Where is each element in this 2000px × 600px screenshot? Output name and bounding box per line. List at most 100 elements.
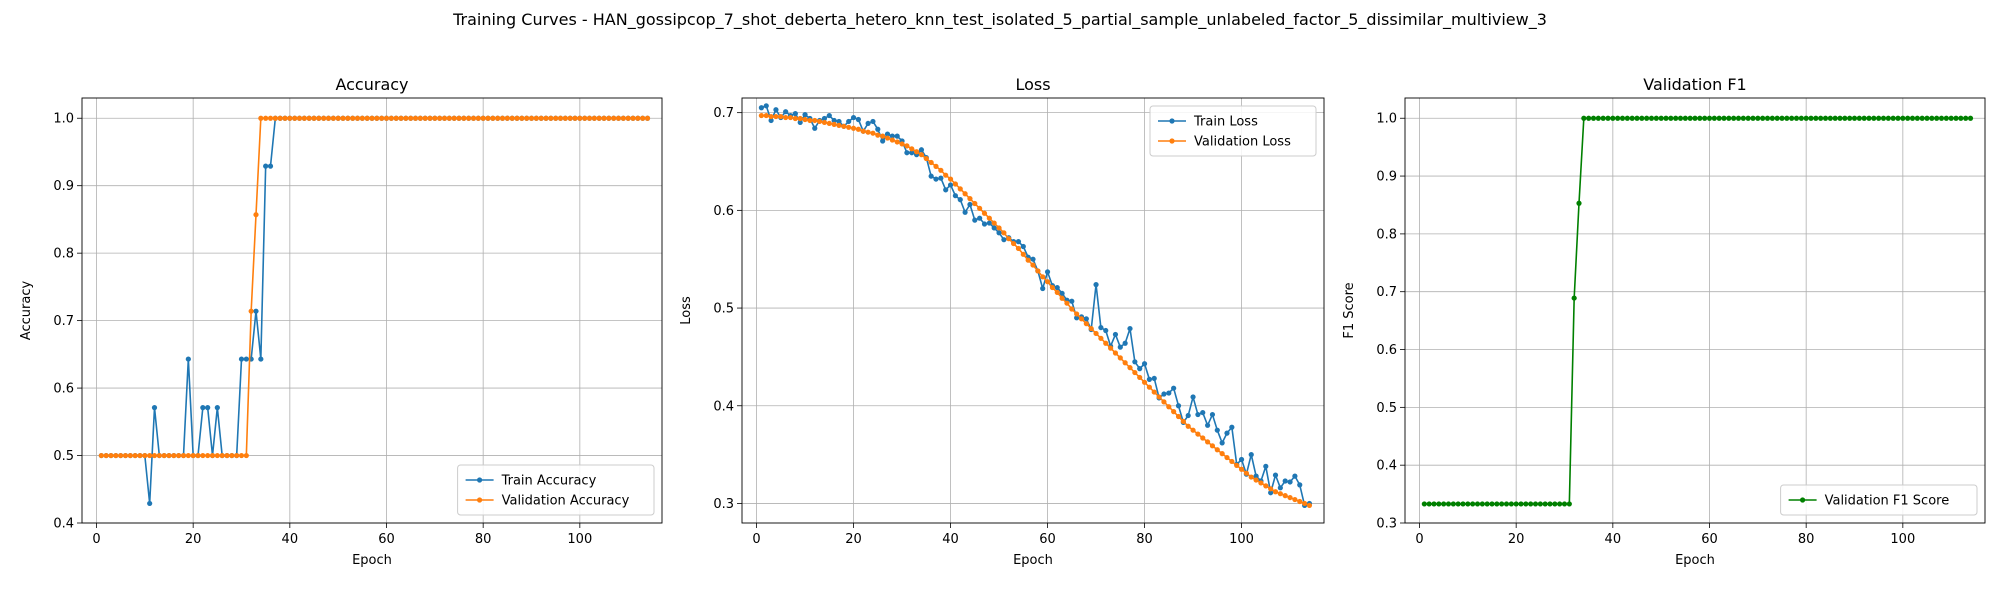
- validation-f1-score-point: [1919, 115, 1925, 121]
- validation-f1-ytick-label: 0.3: [1376, 517, 1397, 532]
- validation-f1-score-point: [1658, 115, 1664, 121]
- train-loss-point: [933, 176, 939, 182]
- validation-loss-point: [768, 113, 774, 120]
- loss-ytick-label: 0.6: [713, 204, 734, 219]
- validation-f1-score-point: [1938, 115, 1945, 121]
- train-loss-point: [889, 133, 895, 139]
- validation-f1-score-point: [1571, 295, 1577, 301]
- train-loss-point: [1166, 390, 1172, 396]
- validation-loss-point: [889, 137, 895, 143]
- validation-f1-score-point: [1953, 115, 1959, 121]
- validation-f1-score-point: [1484, 501, 1490, 507]
- validation-accuracy-point: [113, 452, 119, 459]
- validation-accuracy-point: [514, 115, 520, 121]
- loss-xlabel: Epoch: [1013, 553, 1053, 568]
- validation-loss-point: [1044, 279, 1051, 285]
- loss-legend-label: Train Loss: [1193, 115, 1258, 130]
- validation-f1-ytick-label: 0.5: [1376, 401, 1397, 416]
- validation-loss-point: [914, 149, 920, 155]
- validation-accuracy-point: [451, 115, 457, 121]
- validation-loss-point: [846, 124, 852, 130]
- loss-chart: 0 20 40 60 80 100 0.3 0.4 0.5 0.6 0.7 Loss Epoch Loss…: [679, 75, 1325, 568]
- validation-loss-point: [880, 133, 886, 139]
- validation-accuracy-point: [509, 115, 515, 121]
- validation-loss-point: [1268, 486, 1274, 492]
- train-loss-point: [1219, 440, 1225, 446]
- validation-f1-score-point: [1885, 115, 1891, 121]
- validation-f1-score-point: [1441, 501, 1447, 507]
- validation-f1-score-point: [1644, 115, 1650, 121]
- validation-loss-point: [1161, 399, 1167, 405]
- validation-f1-xtick-label: 80: [1798, 532, 1815, 547]
- validation-loss-point: [1069, 306, 1075, 312]
- validation-loss-point: [943, 172, 949, 178]
- train-loss-point: [1112, 331, 1119, 338]
- validation-f1-xlabel: Epoch: [1675, 553, 1715, 568]
- loss-title: Loss: [1015, 75, 1050, 94]
- validation-loss-point: [1219, 451, 1225, 457]
- validation-loss-point: [1282, 493, 1288, 499]
- validation-loss-point: [1040, 274, 1046, 280]
- validation-accuracy-point: [485, 115, 491, 121]
- train-loss-point: [986, 220, 992, 226]
- validation-f1-score-point: [1779, 115, 1785, 121]
- validation-loss-point: [841, 123, 847, 129]
- validation-f1-score-point: [1634, 115, 1640, 121]
- validation-f1-score-point: [1769, 115, 1775, 121]
- validation-accuracy-point: [176, 452, 182, 459]
- validation-loss-point: [1015, 245, 1022, 252]
- validation-loss-point: [1146, 384, 1152, 390]
- loss-xtick-label: 80: [1136, 532, 1153, 547]
- train-loss-point: [1030, 256, 1036, 262]
- figure-suptitle: Training Curves - HAN_gossipcop_7_shot_d…: [452, 10, 1547, 30]
- validation-f1-score-point: [1615, 115, 1621, 121]
- validation-accuracy-point: [354, 115, 361, 121]
- validation-accuracy-point: [248, 308, 254, 314]
- train-loss-point: [967, 201, 973, 208]
- validation-f1-score-point: [1813, 115, 1819, 121]
- validation-accuracy-point: [499, 115, 506, 121]
- train-loss-point: [1287, 479, 1293, 485]
- validation-f1-score-point: [1673, 115, 1679, 121]
- loss-legend-swatch-marker: [1169, 138, 1175, 144]
- loss-ylabel: Loss: [679, 296, 694, 325]
- validation-loss-point: [1248, 474, 1254, 480]
- validation-loss-point: [1195, 431, 1201, 437]
- validation-f1-score-point: [1557, 501, 1563, 507]
- validation-accuracy-point: [591, 115, 597, 121]
- validation-loss-point: [986, 215, 992, 221]
- validation-loss-point: [763, 112, 769, 119]
- validation-accuracy-point: [640, 115, 646, 121]
- accuracy-ytick-label: 1.0: [53, 112, 74, 127]
- train-loss-point: [792, 111, 798, 117]
- validation-loss-point: [904, 143, 910, 149]
- validation-accuracy-point: [625, 115, 631, 121]
- train-loss-point: [952, 193, 959, 199]
- validation-accuracy-point: [441, 115, 448, 121]
- train-accuracy-point: [267, 163, 274, 169]
- validation-f1-score-point: [1880, 115, 1887, 121]
- accuracy-legend-label: Validation Accuracy: [502, 494, 630, 509]
- accuracy-legend-swatch-marker: [477, 477, 483, 483]
- loss-ytick-label: 0.7: [713, 106, 734, 121]
- train-loss-point: [1171, 385, 1177, 391]
- validation-loss-point: [1205, 439, 1211, 445]
- validation-accuracy-point: [615, 115, 622, 121]
- validation-f1-score-point: [1528, 501, 1534, 507]
- validation-f1-score-point: [1740, 115, 1746, 121]
- train-loss-point: [826, 112, 832, 119]
- validation-f1-score-point: [1837, 115, 1843, 121]
- validation-f1-score-point: [1818, 115, 1824, 121]
- validation-accuracy-point: [118, 452, 124, 459]
- validation-loss-point: [783, 114, 789, 121]
- validation-loss-point: [938, 167, 944, 173]
- accuracy-xtick-label: 100: [567, 532, 592, 547]
- train-accuracy-point: [200, 405, 206, 411]
- validation-loss-point: [899, 141, 905, 147]
- validation-loss-point: [807, 117, 813, 124]
- validation-loss-point: [1224, 454, 1230, 461]
- validation-accuracy-point: [311, 115, 317, 121]
- validation-loss-point: [1306, 502, 1313, 509]
- validation-loss-point: [802, 116, 808, 123]
- validation-accuracy-point: [383, 115, 390, 121]
